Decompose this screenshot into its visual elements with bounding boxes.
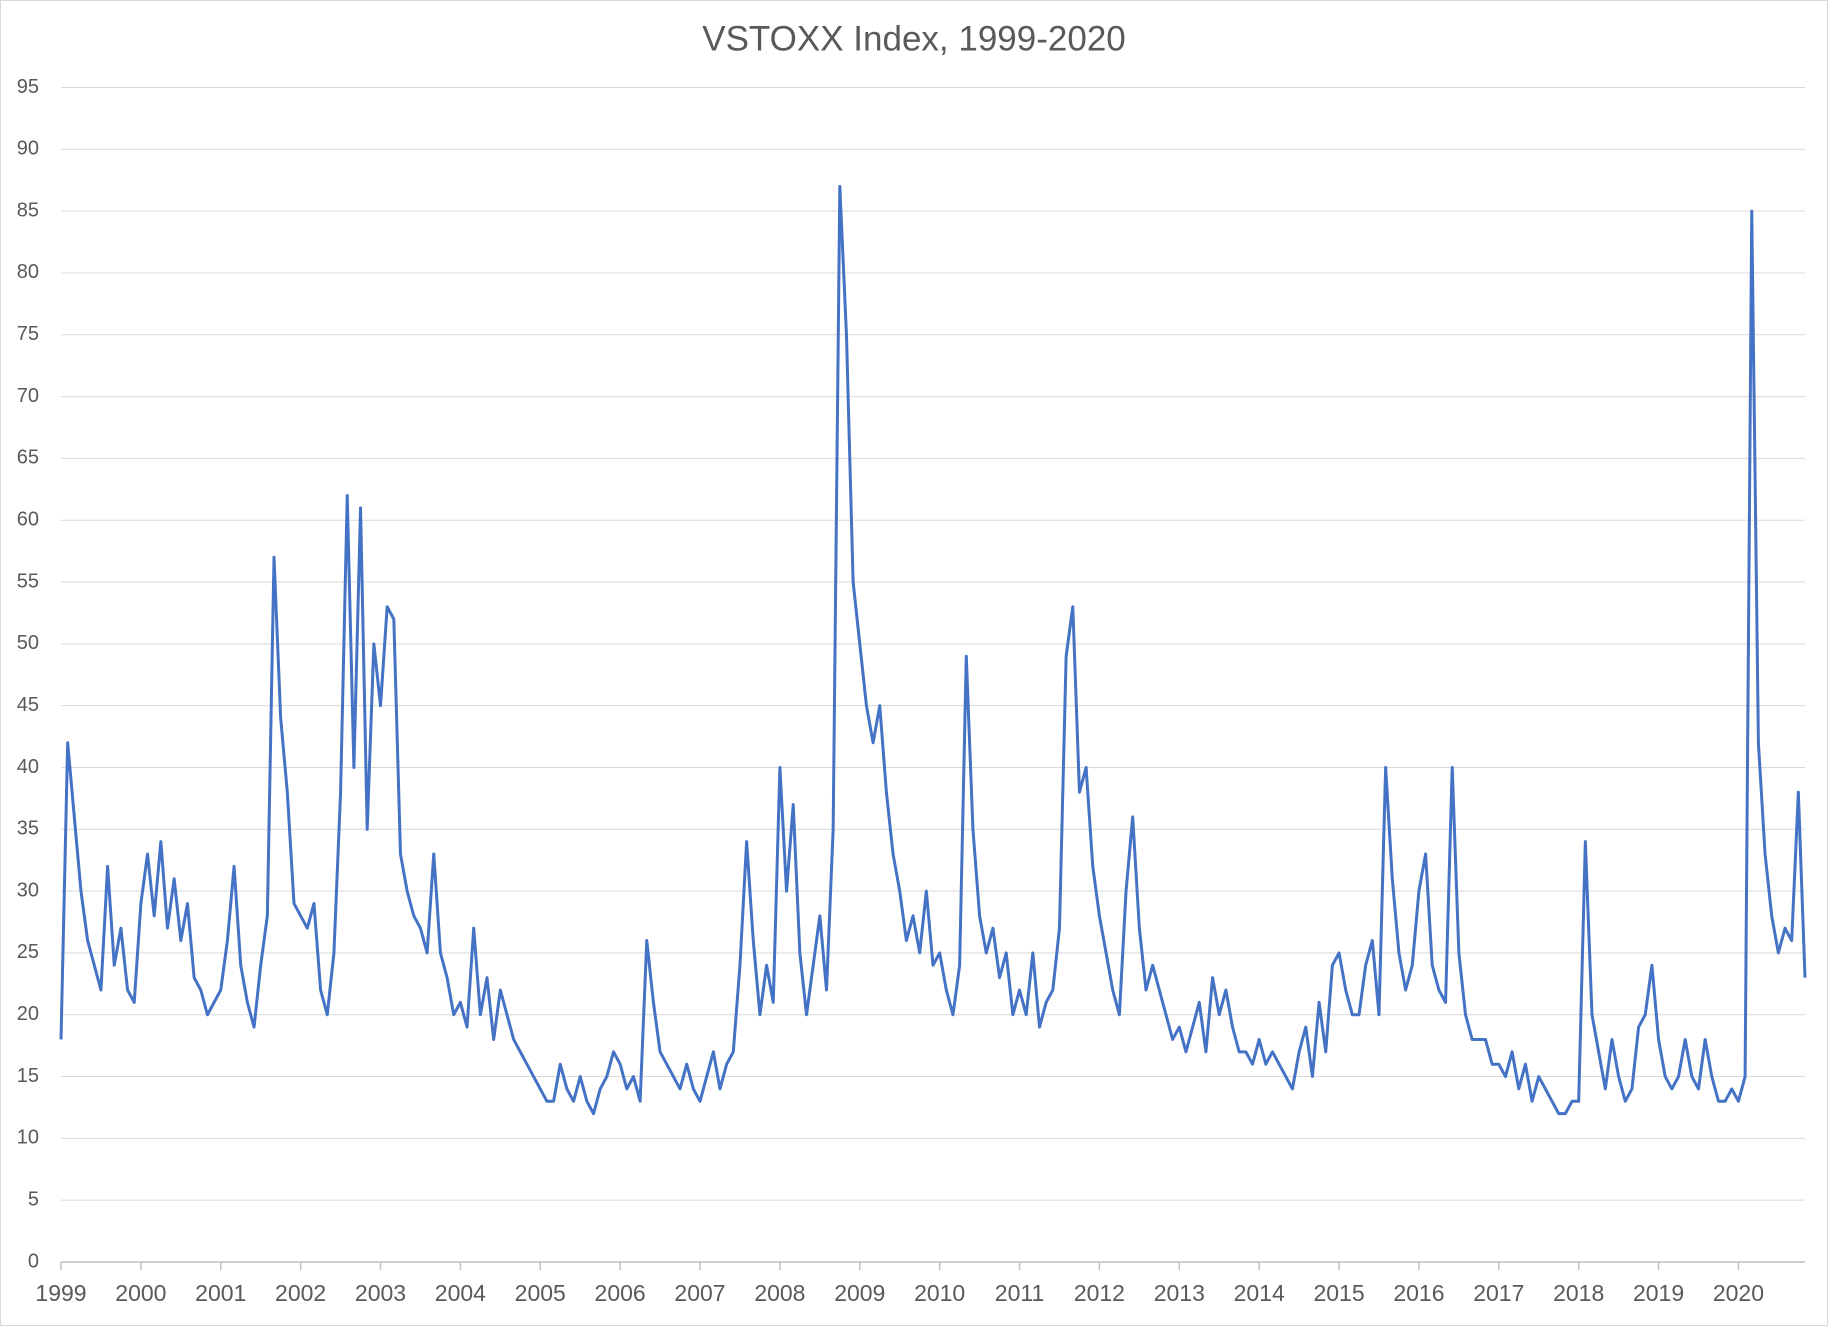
y-tick-label: 0 (28, 1250, 39, 1272)
y-tick-label: 75 (17, 323, 39, 345)
chart-title: VSTOXX Index, 1999-2020 (702, 19, 1126, 58)
x-tick-label: 2016 (1393, 1280, 1444, 1306)
x-tick-label: 2013 (1154, 1280, 1205, 1306)
x-tick-label: 2019 (1633, 1280, 1684, 1306)
x-tick-label: 2009 (834, 1280, 885, 1306)
x-tick-label: 2000 (115, 1280, 166, 1306)
y-tick-label: 45 (17, 694, 39, 716)
series-line (59, 184, 1807, 1116)
x-tick-label: 2018 (1553, 1280, 1604, 1306)
y-tick-label: 5 (28, 1188, 39, 1210)
y-tick-label: 40 (17, 756, 39, 778)
y-tick-label: 95 (17, 76, 39, 98)
y-tick-label: 90 (17, 138, 39, 160)
x-tick-label: 2005 (515, 1280, 566, 1306)
x-tick-label: 2012 (1074, 1280, 1125, 1306)
y-tick-label: 70 (17, 385, 39, 407)
y-tick-label: 85 (17, 199, 39, 221)
y-tick-label: 80 (17, 261, 39, 283)
x-tick-label: 2008 (754, 1280, 805, 1306)
x-tick-label: 2004 (435, 1280, 486, 1306)
x-tick-label: 2010 (914, 1280, 965, 1306)
y-tick-label: 65 (17, 447, 39, 469)
x-tick-label: 2020 (1713, 1280, 1764, 1306)
x-tick-label: 2001 (195, 1280, 246, 1306)
y-tick-label: 60 (17, 508, 39, 530)
y-tick-label: 35 (17, 818, 39, 840)
y-tick-label: 30 (17, 879, 39, 901)
y-tick-label: 55 (17, 570, 39, 592)
y-tick-label: 50 (17, 632, 39, 654)
x-tick-label: 2011 (995, 1280, 1044, 1306)
x-tick-label: 2006 (595, 1280, 646, 1306)
y-tick-label: 10 (17, 1127, 39, 1149)
x-tick-label: 2002 (275, 1280, 326, 1306)
x-tick-label: 2015 (1313, 1280, 1364, 1306)
y-tick-label: 15 (17, 1065, 39, 1087)
x-tick-label: 2007 (674, 1280, 725, 1306)
y-tick-label: 25 (17, 941, 39, 963)
x-tick-label: 2017 (1473, 1280, 1524, 1306)
y-tick-label: 20 (17, 1003, 39, 1025)
x-tick-label: 2014 (1234, 1280, 1285, 1306)
x-tick-label: 2003 (355, 1280, 406, 1306)
x-tick-label: 1999 (35, 1280, 86, 1306)
